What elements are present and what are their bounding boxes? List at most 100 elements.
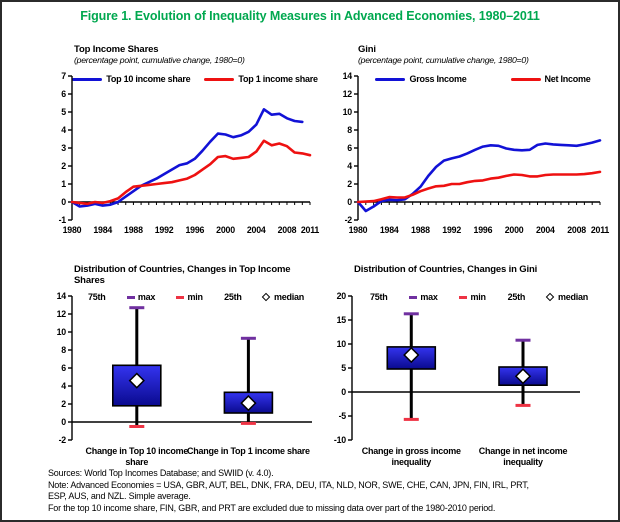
axis-label: 6 (347, 143, 352, 153)
chart-subtitle: (percentage point, cumulative change, 19… (74, 55, 245, 65)
category-label: Change in Top 10 income share (85, 446, 189, 467)
axis-label: 1984 (93, 225, 112, 235)
median-marker (514, 368, 532, 385)
category-label: Change in gross income inequality (361, 446, 461, 467)
max-dash-icon (126, 295, 135, 299)
legend-max: max (409, 292, 438, 302)
legend-min: min (176, 292, 203, 302)
legend-min: min (459, 292, 486, 302)
axis-label: 10 (343, 107, 353, 117)
series-top-10-income-share (70, 107, 304, 208)
axis-label: 2008 (278, 225, 297, 235)
source-notes: Sources: World Top Incomes Database; and… (48, 468, 608, 514)
axis-label: 6 (61, 89, 66, 99)
iqr-box (112, 364, 162, 407)
axis-label: 1988 (411, 225, 430, 235)
min-dash-icon (459, 295, 468, 299)
top10-line-swatch (72, 77, 103, 81)
chart-title: Top Income Shares (74, 44, 159, 55)
top-income-box-plot: -2 0 2 4 6 8 10 12 14 (57, 291, 312, 445)
max-dash-icon (409, 295, 418, 299)
axis-label: 2 (61, 399, 66, 409)
axis-label: 7 (61, 71, 66, 81)
axis-label: 6 (61, 363, 66, 373)
figure-title: Figure 1. Evolution of Inequality Measur… (80, 9, 540, 23)
axis-label: -10 (334, 435, 346, 445)
axis-label: 0 (61, 197, 66, 207)
legend-75th: 75th (370, 292, 388, 302)
axis-label: -2 (345, 215, 353, 225)
category-label: Change in net income inequality (478, 446, 568, 467)
chart-gini: Gini (percentage point, cumulative chang… (332, 44, 610, 249)
axis-label: -2 (59, 435, 67, 445)
legend-25th: 25th (224, 292, 242, 302)
axis-label: 0 (347, 197, 352, 207)
series-top-1-income-share (70, 139, 312, 206)
axis-label: 2 (61, 161, 66, 171)
axis-label: 10 (337, 339, 347, 349)
axis-label: 2000 (505, 225, 524, 235)
footer-line: Note: Advanced Economies = USA, GBR, AUT… (48, 479, 529, 490)
legend-label: Top 1 income share (238, 74, 318, 84)
legend-item: Top 1 income share (204, 74, 318, 84)
axis-label: 2000 (216, 225, 235, 235)
chart-distribution-top-income: Distribution of Countries, Changes in To… (46, 264, 322, 476)
legend-median: median (545, 292, 588, 302)
series-net-income (356, 170, 602, 204)
chart-distribution-gini: Distribution of Countries, Changes in Gi… (330, 264, 612, 476)
axis-label: 5 (61, 107, 66, 117)
axis-label: 2 (347, 179, 352, 189)
axis-label: 4 (61, 381, 66, 391)
top-income-shares-plot: -1 0 1 2 3 4 5 6 7 1980 1984 1988 1992 1996 2000 2004 20… (59, 71, 320, 235)
axis-label: 1984 (380, 225, 399, 235)
median-marker (403, 346, 420, 364)
legend: Top 10 income share Top 1 income share (72, 74, 318, 84)
axis-label: 14 (57, 291, 67, 301)
footer-line: Sources: World Top Incomes Database; and… (48, 468, 274, 478)
axis-label: 3 (61, 143, 66, 153)
chart-title: Gini (358, 44, 376, 55)
legend-item: Gross Income (375, 74, 467, 84)
axis-label: 20 (337, 291, 347, 301)
axis-label: 5 (341, 363, 346, 373)
min-cap (515, 403, 531, 407)
series-gross-income (356, 139, 602, 213)
max-cap (515, 338, 531, 342)
top1-line-swatch (204, 77, 235, 81)
gini-plot: -2 0 2 4 6 8 10 12 14 1980 1984 1988 1992 1996 2000 200… (343, 71, 610, 235)
max-cap (403, 312, 419, 316)
axis-label: 12 (57, 309, 67, 319)
axis-label: 14 (343, 71, 353, 81)
axis-label: 1992 (155, 225, 174, 235)
chart-subtitle: (percentage point, cumulative change, 19… (358, 55, 529, 65)
axis-label: 1988 (124, 225, 143, 235)
axis-label: 1996 (185, 225, 204, 235)
axis-label: 8 (347, 125, 352, 135)
axis-label: 12 (343, 89, 353, 99)
axis-label: 0 (61, 417, 66, 427)
net-income-line-swatch (510, 77, 541, 81)
axis-label: 2011 (301, 225, 320, 235)
category-label: Change in Top 1 income share (186, 446, 310, 456)
axis-label: 2011 (591, 225, 610, 235)
axis-label: 2004 (536, 225, 555, 235)
axis-label: 0 (341, 387, 346, 397)
gini-box-plot: -10 -5 0 5 10 15 20 (334, 291, 580, 445)
chart-top-income-shares: Top Income Shares (percentage point, cum… (46, 44, 320, 249)
legend: Gross Income Net Income (358, 74, 608, 84)
legend-item: Net Income (510, 74, 591, 84)
gross-income-line-swatch (375, 77, 406, 81)
axis-label: 15 (337, 315, 347, 325)
legend-label: Top 10 income share (106, 74, 191, 84)
box-legend: 75th max min 25th median (370, 292, 588, 302)
median-marker (240, 394, 257, 412)
legend-75th: 75th (88, 292, 106, 302)
axis-label: 1996 (474, 225, 493, 235)
min-cap (240, 421, 256, 425)
axis-label: 1 (61, 179, 66, 189)
legend-max: max (126, 292, 155, 302)
axis-label: 2008 (567, 225, 586, 235)
axis-label: 1980 (63, 225, 82, 235)
box-legend: 75th max min 25th median (88, 292, 304, 302)
